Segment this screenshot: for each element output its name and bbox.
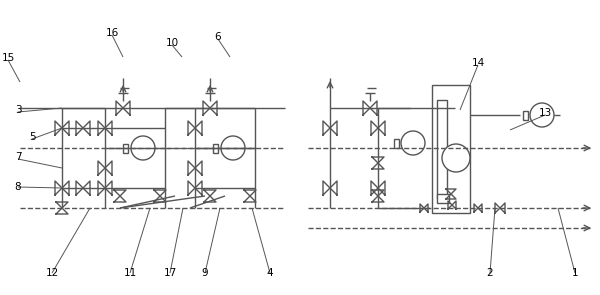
Circle shape bbox=[442, 144, 470, 172]
Bar bbox=[437, 194, 449, 203]
Circle shape bbox=[221, 136, 245, 160]
Circle shape bbox=[401, 131, 425, 155]
Text: 17: 17 bbox=[163, 268, 176, 278]
Text: 15: 15 bbox=[1, 53, 14, 63]
Text: 11: 11 bbox=[124, 268, 137, 278]
Text: 10: 10 bbox=[166, 38, 179, 48]
Text: 9: 9 bbox=[202, 268, 208, 278]
Bar bbox=[394, 138, 398, 148]
Bar bbox=[523, 111, 527, 119]
Text: 16: 16 bbox=[106, 28, 119, 38]
Text: 4: 4 bbox=[266, 268, 274, 278]
Text: 13: 13 bbox=[538, 108, 551, 118]
Bar bbox=[437, 100, 447, 198]
Text: 12: 12 bbox=[46, 268, 59, 278]
Text: 7: 7 bbox=[14, 152, 22, 162]
Circle shape bbox=[131, 136, 155, 160]
Text: 2: 2 bbox=[487, 268, 493, 278]
Text: 5: 5 bbox=[29, 132, 35, 142]
Text: 8: 8 bbox=[14, 182, 22, 192]
Text: 3: 3 bbox=[14, 105, 22, 115]
Circle shape bbox=[530, 103, 554, 127]
Bar bbox=[432, 85, 470, 213]
Text: 1: 1 bbox=[572, 268, 578, 278]
Bar bbox=[212, 143, 218, 153]
Text: 14: 14 bbox=[472, 58, 485, 68]
Text: 6: 6 bbox=[215, 32, 221, 42]
Bar bbox=[122, 143, 128, 153]
